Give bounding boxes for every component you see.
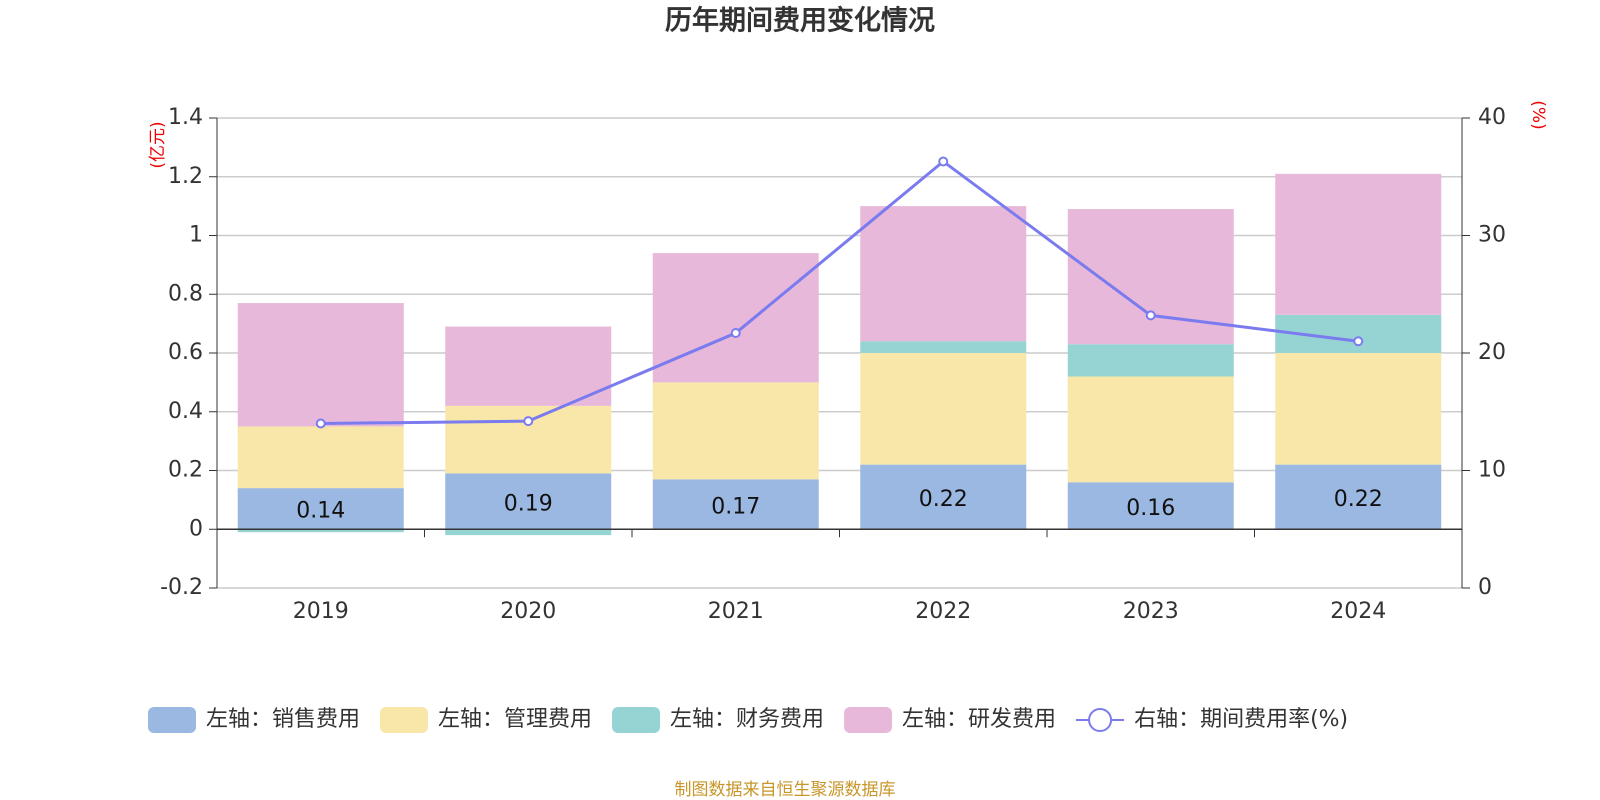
- y-tick-label: 0.6: [168, 340, 203, 365]
- y2-tick-label: 30: [1478, 223, 1506, 248]
- data-label: 0.22: [1334, 487, 1383, 512]
- bar: [1067, 376, 1234, 483]
- y-tick-label: 0.8: [168, 281, 203, 306]
- legend-swatch: [612, 707, 661, 733]
- bar: [652, 479, 819, 530]
- y2-tick-label: 0: [1478, 575, 1492, 600]
- y-tick-label: 0.2: [168, 458, 203, 483]
- y2-axis-label: (%): [1528, 100, 1548, 129]
- y-axis-label: (亿元): [148, 121, 168, 168]
- line-point: [1145, 310, 1156, 321]
- bar: [237, 529, 404, 533]
- bar: [860, 464, 1027, 530]
- bar: [1067, 482, 1234, 530]
- x-tick-label: 2020: [500, 599, 556, 624]
- data-label: 0.16: [1126, 496, 1175, 521]
- bar: [1275, 353, 1442, 465]
- bar: [237, 426, 404, 489]
- bar: [860, 353, 1027, 465]
- y2-tick-label: 40: [1478, 105, 1506, 130]
- y-tick-label: 0: [189, 516, 203, 541]
- bar: [1067, 344, 1234, 377]
- data-label: 0.22: [919, 487, 968, 512]
- bar: [445, 529, 612, 536]
- bar: [652, 253, 819, 383]
- data-label: 0.17: [711, 494, 760, 519]
- bar: [652, 382, 819, 480]
- y-tick-label: 1.2: [168, 164, 203, 189]
- bar: [445, 405, 612, 474]
- line: [320, 159, 1359, 425]
- x-tick-label: 2023: [1123, 599, 1179, 624]
- bar: [1275, 464, 1442, 530]
- data-label: 0.14: [296, 499, 345, 524]
- legend-label: 左轴：财务费用: [670, 707, 824, 732]
- bar: [860, 341, 1027, 353]
- y2-tick-label: 10: [1478, 458, 1506, 483]
- chart-title: 历年期间费用变化情况: [665, 5, 935, 37]
- line-point: [315, 418, 326, 429]
- x-tick-label: 2022: [915, 599, 971, 624]
- line-point: [938, 156, 949, 167]
- legend-label: 右轴：期间费用率(%): [1134, 707, 1348, 732]
- y-tick-label: 0.4: [168, 399, 203, 424]
- source-note: 制图数据来自恒生聚源数据库: [675, 780, 896, 800]
- x-tick-label: 2019: [293, 599, 349, 624]
- line-point: [1353, 336, 1364, 347]
- line-point: [523, 416, 534, 427]
- legend-label: 左轴：研发费用: [902, 707, 1056, 732]
- y-tick-label: -0.2: [160, 575, 203, 600]
- y-tick-label: 1: [189, 223, 203, 248]
- legend-swatch: [1088, 708, 1113, 732]
- legend-label: 左轴：销售费用: [206, 707, 360, 732]
- x-tick-label: 2021: [708, 599, 764, 624]
- legend-swatch: [844, 707, 893, 733]
- y-tick-label: 1.4: [168, 105, 203, 130]
- legend-swatch: [380, 707, 429, 733]
- legend-swatch: [148, 707, 196, 733]
- line-point: [730, 328, 741, 339]
- x-tick-label: 2024: [1330, 599, 1386, 624]
- bar: [860, 206, 1027, 342]
- bar: [237, 488, 404, 530]
- bar: [237, 303, 404, 427]
- bar: [445, 326, 612, 406]
- y2-tick-label: 20: [1478, 340, 1506, 365]
- bar: [445, 473, 612, 530]
- data-label: 0.19: [504, 491, 553, 516]
- legend-label: 左轴：管理费用: [438, 707, 592, 732]
- bar: [1275, 173, 1442, 315]
